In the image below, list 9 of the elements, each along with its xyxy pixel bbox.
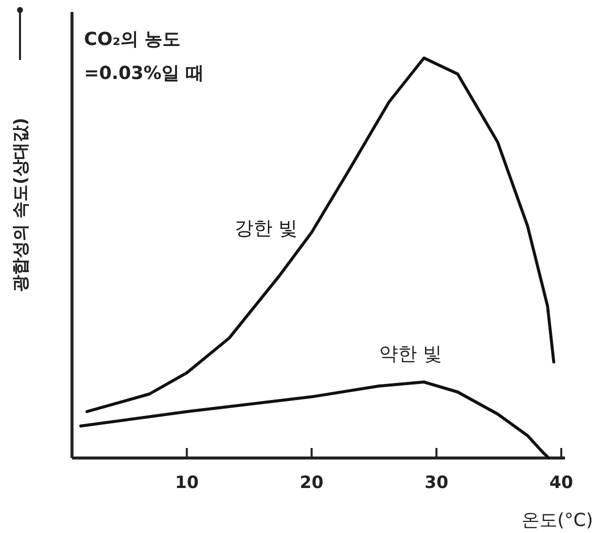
x-tick-label: 10: [174, 473, 199, 493]
annotation: CO₂의 농도 =0.03%일 때: [84, 29, 204, 84]
y-axis-title: 광합성의 속도(상대값): [11, 118, 31, 292]
x-tick-label: 30: [424, 473, 448, 493]
x-axis-title: 온도(°C): [521, 510, 593, 531]
x-tick-label: 20: [300, 473, 324, 493]
series-label: 강한 빛: [234, 217, 298, 240]
series-label: 약한 빛: [378, 343, 442, 365]
x-tick-label: 40: [549, 473, 574, 493]
